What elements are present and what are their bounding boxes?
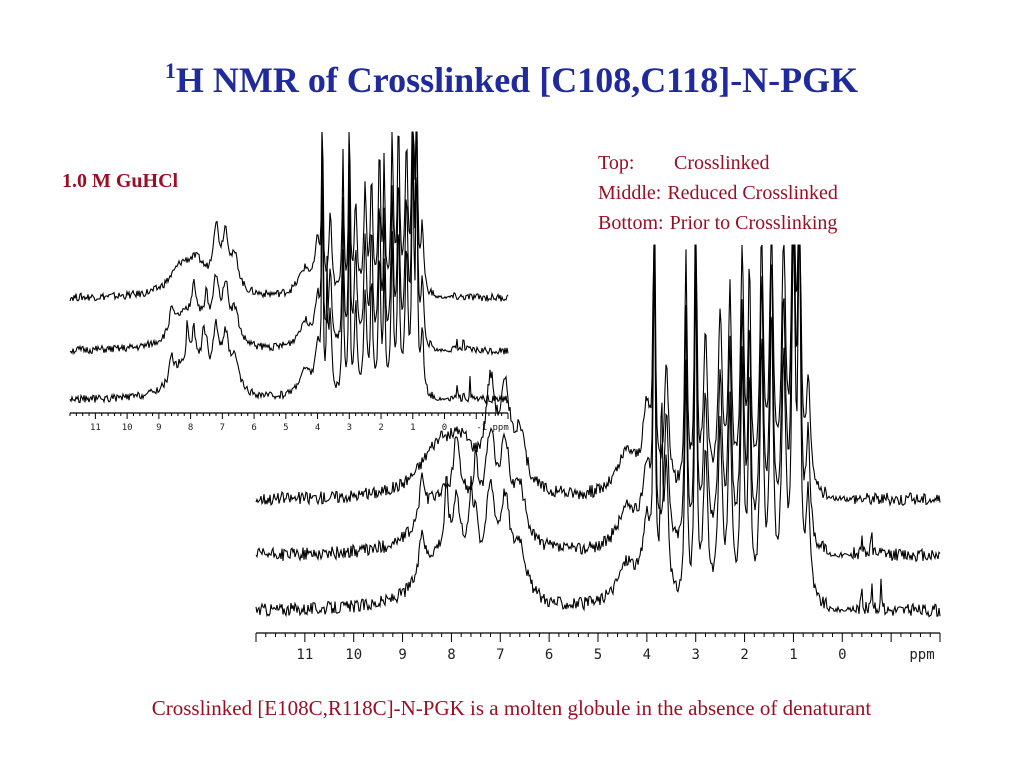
x-tick-label: 5 <box>283 423 288 433</box>
spectrum-trace-middle <box>255 244 941 563</box>
title-text: H NMR of Crosslinked [C108,C118]-N-PGK <box>175 60 859 100</box>
x-tick-label: -1 ppm <box>476 423 509 433</box>
spectrum-trace-middle <box>69 131 509 356</box>
spectrum-trace-top <box>69 131 509 303</box>
x-tick-label: 11 <box>296 647 313 663</box>
legend-key: Top: <box>598 152 635 174</box>
legend-row-middle: Middle: Reduced Crosslinked <box>598 178 838 208</box>
x-tick-label: 8 <box>447 647 455 663</box>
x-tick-label: 10 <box>345 647 362 663</box>
spectrum-panel-small: 11 10 9 8 7 6 5 4 3 2 1 0 -1 ppm <box>69 131 509 433</box>
legend-value: Crosslinked <box>674 152 770 174</box>
slide-caption: Crosslinked [E108C,R118C]-N-PGK is a mol… <box>151 696 872 720</box>
legend-row-bottom: Bottom: Prior to Crosslinking <box>598 208 838 238</box>
x-tick-label: 4 <box>315 423 320 433</box>
legend-value: Prior to Crosslinking <box>669 212 838 234</box>
x-tick-label: 2 <box>740 647 748 663</box>
x-tick-label: 0 <box>442 423 447 433</box>
x-tick-label: 1 <box>410 423 415 433</box>
x-tick-label: 3 <box>347 423 352 433</box>
spectrum-legend: Top: Crosslinked Middle: Reduced Crosslink… <box>598 148 838 238</box>
x-tick-label: ppm <box>909 647 934 663</box>
x-tick-label: 2 <box>378 423 383 433</box>
x-tick-label: 4 <box>643 647 651 663</box>
legend-row-top: Top: Crosslinked <box>598 148 838 178</box>
x-tick-label: 7 <box>220 423 225 433</box>
spectrum-trace-top <box>255 244 941 507</box>
x-tick-label: 5 <box>594 647 602 663</box>
legend-value: Reduced Crosslinked <box>667 182 838 204</box>
x-tick-label: 1 <box>789 647 797 663</box>
slide-title: 1H NMR of Crosslinked [C108,C118]-N-PGK <box>0 60 1023 100</box>
x-tick-label: 9 <box>156 423 161 433</box>
spectrum-trace-bottom <box>255 244 941 618</box>
x-tick-label: 10 <box>122 423 133 433</box>
x-tick-label: 8 <box>188 423 193 433</box>
condition-label: 1.0 M GuHCl <box>62 170 179 192</box>
x-tick-label: 6 <box>545 647 553 663</box>
x-tick-label: 9 <box>398 647 406 663</box>
x-tick-label: 7 <box>496 647 504 663</box>
legend-key: Middle: <box>598 182 662 204</box>
spectrum-trace-bottom <box>69 131 509 405</box>
spectrum-panel-large: 11 10 9 8 7 6 5 4 3 2 1 0 ppm <box>255 244 941 663</box>
title-superscript: 1 <box>164 58 176 83</box>
x-tick-label: 11 <box>90 423 101 433</box>
x-tick-label: 6 <box>251 423 256 433</box>
x-tick-label: 3 <box>691 647 699 663</box>
x-tick-label: 0 <box>838 647 846 663</box>
legend-key: Bottom: <box>598 212 664 234</box>
